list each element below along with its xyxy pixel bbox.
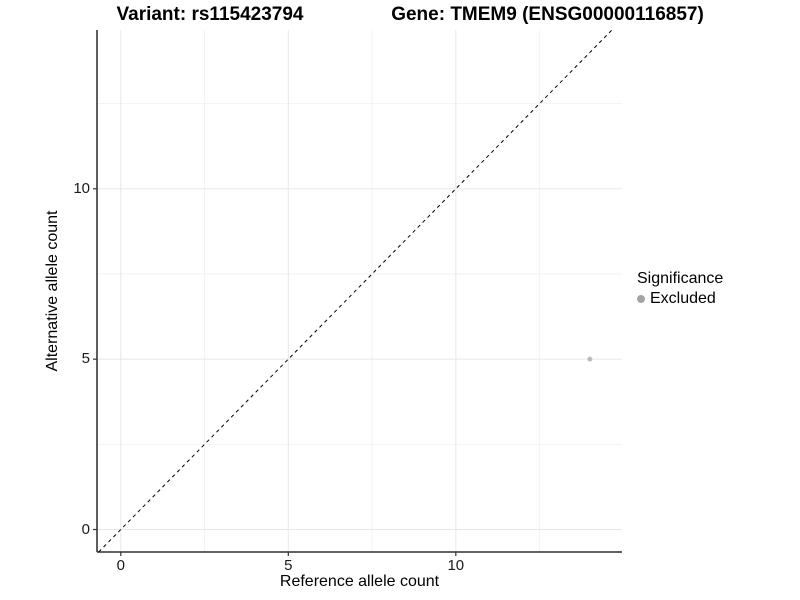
data-point: [587, 356, 593, 362]
legend: Significance Excluded: [637, 270, 723, 308]
identity-reference-line: [98, 29, 613, 553]
y-tick-label: 5: [81, 350, 90, 368]
y-tick-label: 10: [73, 179, 90, 197]
y-tick-label: 0: [81, 520, 90, 538]
x-tick-label: 0: [116, 557, 125, 574]
gene-title: Gene: TMEM9 (ENSG00000116857): [391, 4, 704, 25]
legend-item-excluded: Excluded: [637, 290, 723, 308]
x-axis-label: Reference allele count: [279, 573, 440, 590]
y-axis-label: Alternative allele count: [44, 210, 61, 372]
legend-point-icon: [637, 295, 645, 303]
legend-item-label: Excluded: [650, 290, 716, 307]
legend-title: Significance: [637, 270, 724, 287]
x-tick-label: 10: [447, 557, 465, 574]
x-tick-label: 5: [284, 557, 293, 574]
variant-title: Variant: rs115423794: [116, 4, 304, 25]
